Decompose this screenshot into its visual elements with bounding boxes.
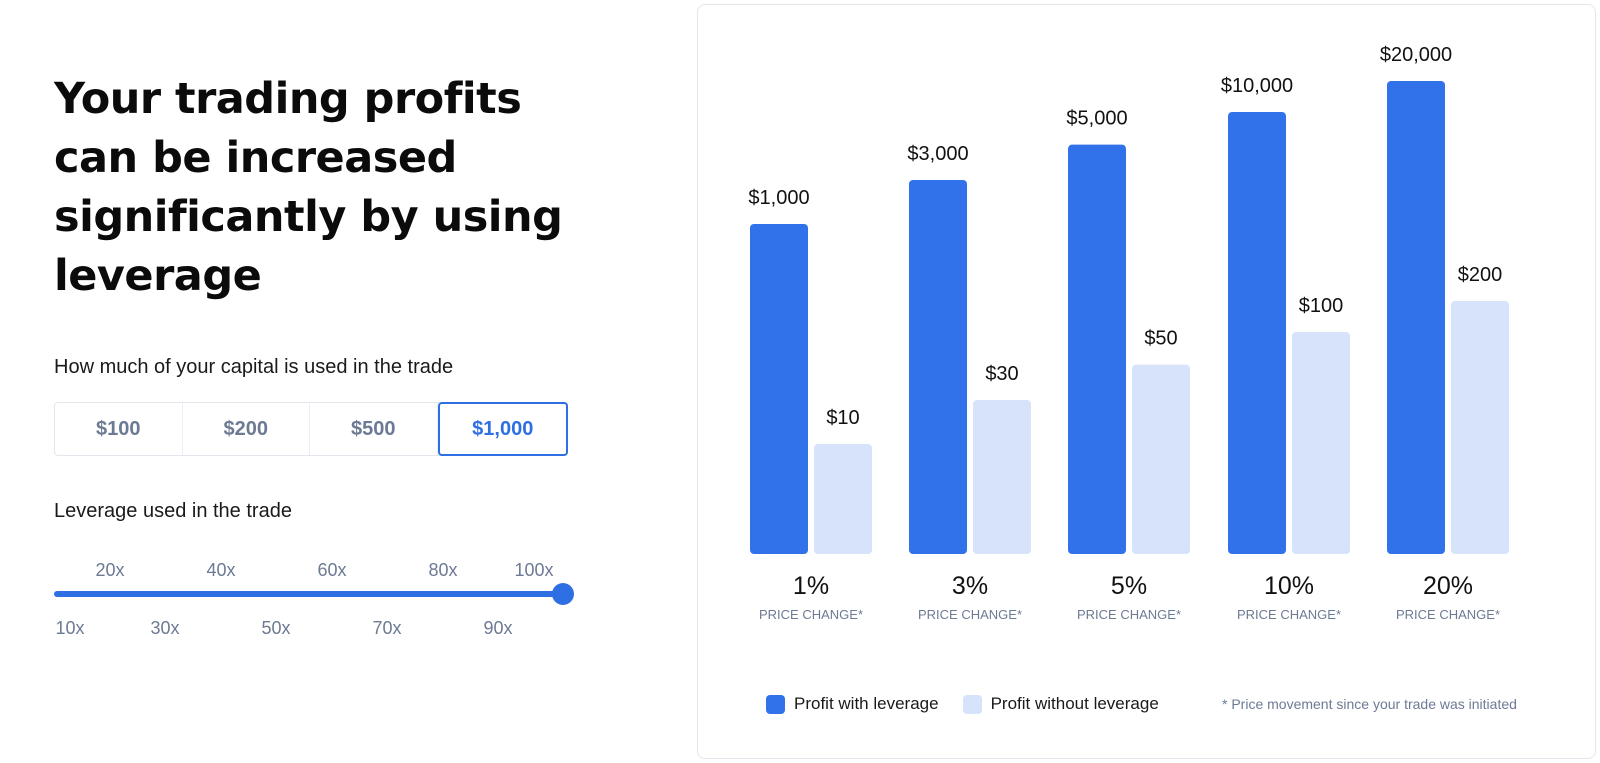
leverage-label: Leverage used in the trade bbox=[54, 500, 292, 522]
category-sublabel-4: PRICE CHANGE* bbox=[1396, 607, 1500, 622]
category-label-1: 3% bbox=[952, 572, 988, 600]
data-label-with-leverage-2: $5,000 bbox=[1066, 108, 1127, 130]
legend-swatch-without-leverage bbox=[962, 694, 982, 714]
leverage-tick-90x[interactable]: 90x bbox=[483, 618, 513, 638]
category-label-3: 10% bbox=[1264, 572, 1314, 600]
data-label-with-leverage-1: $3,000 bbox=[907, 143, 968, 165]
bar-without-leverage-4 bbox=[1451, 301, 1509, 554]
bar-with-leverage-3 bbox=[1228, 112, 1286, 555]
data-label-without-leverage-4: $200 bbox=[1458, 264, 1503, 286]
category-sublabel-2: PRICE CHANGE* bbox=[1077, 607, 1181, 622]
data-label-with-leverage-0: $1,000 bbox=[748, 187, 809, 209]
leverage-tick-30x[interactable]: 30x bbox=[150, 618, 180, 638]
slider-track[interactable] bbox=[54, 591, 564, 597]
data-label-without-leverage-3: $100 bbox=[1299, 295, 1344, 317]
capital-question-label: How much of your capital is used in the … bbox=[54, 356, 454, 378]
chart-legend: Profit with leverage Profit without leve… bbox=[766, 694, 1183, 714]
data-label-with-leverage-3: $10,000 bbox=[1221, 75, 1293, 97]
chart-card: $1,000 $10 1% PRICE CHANGE* $3,000 $30 3% PRICE… bbox=[697, 4, 1596, 759]
capital-option-200[interactable]: $200 bbox=[183, 403, 310, 455]
capital-option-100[interactable]: $100 bbox=[55, 403, 183, 455]
leverage-tick-70x[interactable]: 70x bbox=[372, 618, 402, 638]
bar-without-leverage-3 bbox=[1292, 332, 1350, 554]
legend-swatch-with-leverage bbox=[766, 694, 785, 714]
page-title: Your trading profits can be increased si… bbox=[54, 74, 563, 301]
category-label-0: 1% bbox=[793, 572, 829, 600]
category-label-2: 5% bbox=[1111, 572, 1147, 600]
category-label-4: 20% bbox=[1423, 572, 1473, 600]
bar-without-leverage-2 bbox=[1132, 364, 1190, 554]
bar-without-leverage-0 bbox=[814, 444, 872, 554]
data-label-without-leverage-1: $30 bbox=[985, 363, 1018, 385]
legend-label-without-leverage: Profit without leverage bbox=[990, 694, 1159, 713]
bar-with-leverage-0 bbox=[750, 224, 808, 554]
bar-with-leverage-1 bbox=[909, 179, 967, 555]
legend-item-without-leverage: Profit without leverage bbox=[962, 694, 1159, 714]
capital-options: $100 $200 $500 $1,000 bbox=[54, 402, 568, 456]
capital-option-500[interactable]: $500 bbox=[310, 403, 438, 455]
leverage-tick-40x[interactable]: 40x bbox=[206, 560, 236, 580]
leverage-slider[interactable]: 20x 40x 60x 80x 100x 10x 30x 50x 70x 90x bbox=[54, 560, 574, 650]
leverage-tick-80x[interactable]: 80x bbox=[428, 560, 458, 580]
leverage-tick-10x[interactable]: 10x bbox=[55, 618, 85, 638]
category-sublabel-1: PRICE CHANGE* bbox=[918, 607, 1022, 622]
bar-with-leverage-4 bbox=[1387, 81, 1445, 554]
bar-without-leverage-1 bbox=[973, 399, 1031, 554]
legend-item-with-leverage: Profit with leverage bbox=[766, 694, 939, 714]
leverage-tick-50x[interactable]: 50x bbox=[261, 618, 291, 638]
leverage-tick-20x[interactable]: 20x bbox=[95, 560, 125, 580]
capital-option-1000[interactable]: $1,000 bbox=[437, 402, 568, 456]
data-label-with-leverage-4: $20,000 bbox=[1380, 44, 1452, 66]
data-label-without-leverage-0: $10 bbox=[826, 407, 859, 429]
category-sublabel-0: PRICE CHANGE* bbox=[759, 607, 863, 622]
chart-footnote: * Price movement since your trade was in… bbox=[1222, 696, 1517, 712]
category-sublabel-3: PRICE CHANGE* bbox=[1237, 607, 1341, 622]
bar-with-leverage-2 bbox=[1068, 144, 1126, 555]
legend-label-with-leverage: Profit with leverage bbox=[794, 694, 939, 713]
slider-thumb[interactable] bbox=[552, 583, 574, 605]
profit-bar-chart: $1,000 $10 1% PRICE CHANGE* $3,000 $30 3% PRICE… bbox=[748, 44, 1509, 622]
data-label-without-leverage-2: $50 bbox=[1144, 328, 1177, 350]
leverage-tick-100x[interactable]: 100x bbox=[514, 560, 554, 580]
leverage-tick-60x[interactable]: 60x bbox=[317, 560, 347, 580]
